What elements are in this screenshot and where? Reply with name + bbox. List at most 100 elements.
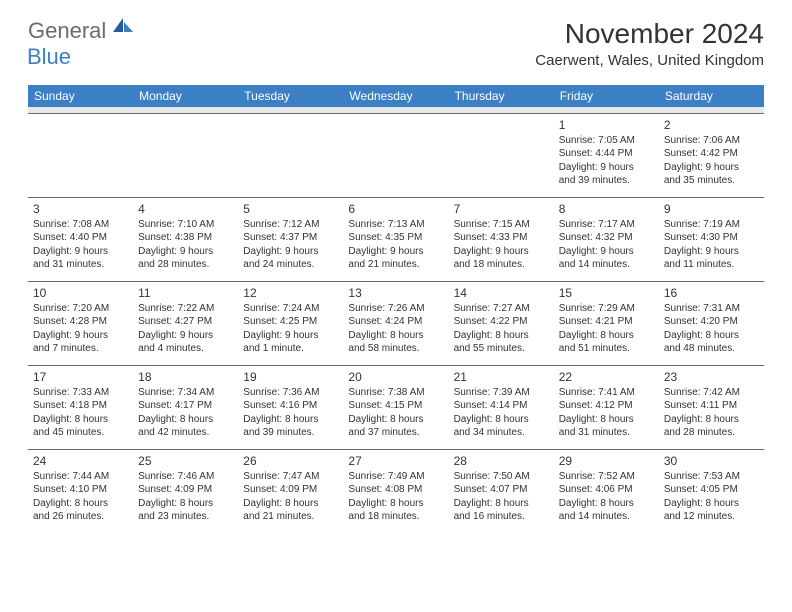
day-cell: 28Sunrise: 7:50 AMSunset: 4:07 PMDayligh… (449, 449, 554, 533)
daylight-text: and 21 minutes. (243, 510, 338, 524)
sunset-text: Sunset: 4:07 PM (454, 483, 549, 497)
week-row: 17Sunrise: 7:33 AMSunset: 4:18 PMDayligh… (28, 365, 764, 449)
sunrise-text: Sunrise: 7:46 AM (138, 470, 233, 484)
daylight-text: and 37 minutes. (348, 426, 443, 440)
day-number: 8 (559, 201, 654, 217)
sunrise-text: Sunrise: 7:42 AM (664, 386, 759, 400)
dow-thursday: Thursday (449, 85, 554, 107)
sunset-text: Sunset: 4:09 PM (243, 483, 338, 497)
daylight-text: Daylight: 8 hours (559, 329, 654, 343)
daylight-text: and 31 minutes. (33, 258, 128, 272)
sunrise-text: Sunrise: 7:15 AM (454, 218, 549, 232)
sunset-text: Sunset: 4:35 PM (348, 231, 443, 245)
week-row: 24Sunrise: 7:44 AMSunset: 4:10 PMDayligh… (28, 449, 764, 533)
day-cell: 1Sunrise: 7:05 AMSunset: 4:44 PMDaylight… (554, 113, 659, 197)
day-number: 17 (33, 369, 128, 385)
daylight-text: and 28 minutes. (664, 426, 759, 440)
daylight-text: and 23 minutes. (138, 510, 233, 524)
day-number: 11 (138, 285, 233, 301)
dow-sunday: Sunday (28, 85, 133, 107)
day-number: 20 (348, 369, 443, 385)
empty-cell (133, 113, 238, 197)
logo-blue-wrap: Blue (28, 44, 71, 70)
daylight-text: and 26 minutes. (33, 510, 128, 524)
sunset-text: Sunset: 4:37 PM (243, 231, 338, 245)
day-number: 29 (559, 453, 654, 469)
day-number: 22 (559, 369, 654, 385)
sunrise-text: Sunrise: 7:26 AM (348, 302, 443, 316)
daylight-text: Daylight: 9 hours (559, 245, 654, 259)
sunrise-text: Sunrise: 7:22 AM (138, 302, 233, 316)
daylight-text: Daylight: 8 hours (454, 497, 549, 511)
day-number: 14 (454, 285, 549, 301)
daylight-text: and 7 minutes. (33, 342, 128, 356)
day-number: 3 (33, 201, 128, 217)
daylight-text: and 14 minutes. (559, 258, 654, 272)
day-number: 7 (454, 201, 549, 217)
day-number: 24 (33, 453, 128, 469)
daylight-text: Daylight: 9 hours (243, 329, 338, 343)
sunrise-text: Sunrise: 7:49 AM (348, 470, 443, 484)
day-cell: 30Sunrise: 7:53 AMSunset: 4:05 PMDayligh… (659, 449, 764, 533)
day-number: 30 (664, 453, 759, 469)
day-cell: 4Sunrise: 7:10 AMSunset: 4:38 PMDaylight… (133, 197, 238, 281)
day-cell: 24Sunrise: 7:44 AMSunset: 4:10 PMDayligh… (28, 449, 133, 533)
sunset-text: Sunset: 4:32 PM (559, 231, 654, 245)
sunrise-text: Sunrise: 7:53 AM (664, 470, 759, 484)
day-number: 26 (243, 453, 338, 469)
daylight-text: Daylight: 9 hours (664, 161, 759, 175)
daylight-text: and 35 minutes. (664, 174, 759, 188)
week-row: 3Sunrise: 7:08 AMSunset: 4:40 PMDaylight… (28, 197, 764, 281)
daylight-text: Daylight: 8 hours (559, 497, 654, 511)
sunrise-text: Sunrise: 7:33 AM (33, 386, 128, 400)
dow-wednesday: Wednesday (343, 85, 448, 107)
day-number: 13 (348, 285, 443, 301)
daylight-text: and 1 minute. (243, 342, 338, 356)
day-cell: 29Sunrise: 7:52 AMSunset: 4:06 PMDayligh… (554, 449, 659, 533)
daylight-text: and 16 minutes. (454, 510, 549, 524)
day-number: 27 (348, 453, 443, 469)
empty-cell (449, 113, 554, 197)
sunrise-text: Sunrise: 7:34 AM (138, 386, 233, 400)
sunrise-text: Sunrise: 7:13 AM (348, 218, 443, 232)
daylight-text: and 12 minutes. (664, 510, 759, 524)
daylight-text: Daylight: 9 hours (138, 329, 233, 343)
day-cell: 17Sunrise: 7:33 AMSunset: 4:18 PMDayligh… (28, 365, 133, 449)
day-cell: 3Sunrise: 7:08 AMSunset: 4:40 PMDaylight… (28, 197, 133, 281)
sunrise-text: Sunrise: 7:12 AM (243, 218, 338, 232)
daylight-text: and 31 minutes. (559, 426, 654, 440)
day-cell: 2Sunrise: 7:06 AMSunset: 4:42 PMDaylight… (659, 113, 764, 197)
day-number: 18 (138, 369, 233, 385)
daylight-text: Daylight: 9 hours (664, 245, 759, 259)
day-number: 19 (243, 369, 338, 385)
daylight-text: and 28 minutes. (138, 258, 233, 272)
daylight-text: and 39 minutes. (559, 174, 654, 188)
daylight-text: and 42 minutes. (138, 426, 233, 440)
day-cell: 11Sunrise: 7:22 AMSunset: 4:27 PMDayligh… (133, 281, 238, 365)
sunrise-text: Sunrise: 7:05 AM (559, 134, 654, 148)
sunset-text: Sunset: 4:33 PM (454, 231, 549, 245)
daylight-text: Daylight: 8 hours (559, 413, 654, 427)
day-cell: 8Sunrise: 7:17 AMSunset: 4:32 PMDaylight… (554, 197, 659, 281)
sunrise-text: Sunrise: 7:24 AM (243, 302, 338, 316)
day-number: 23 (664, 369, 759, 385)
sunset-text: Sunset: 4:42 PM (664, 147, 759, 161)
day-number: 6 (348, 201, 443, 217)
day-cell: 9Sunrise: 7:19 AMSunset: 4:30 PMDaylight… (659, 197, 764, 281)
sunset-text: Sunset: 4:15 PM (348, 399, 443, 413)
day-cell: 20Sunrise: 7:38 AMSunset: 4:15 PMDayligh… (343, 365, 448, 449)
sunset-text: Sunset: 4:08 PM (348, 483, 443, 497)
month-title: November 2024 (535, 18, 764, 50)
day-number: 12 (243, 285, 338, 301)
daylight-text: Daylight: 9 hours (138, 245, 233, 259)
logo-text-blue: Blue (27, 44, 71, 69)
sunset-text: Sunset: 4:14 PM (454, 399, 549, 413)
daylight-text: and 4 minutes. (138, 342, 233, 356)
day-cell: 19Sunrise: 7:36 AMSunset: 4:16 PMDayligh… (238, 365, 343, 449)
day-cell: 6Sunrise: 7:13 AMSunset: 4:35 PMDaylight… (343, 197, 448, 281)
day-cell: 25Sunrise: 7:46 AMSunset: 4:09 PMDayligh… (133, 449, 238, 533)
day-number: 5 (243, 201, 338, 217)
daylight-text: and 11 minutes. (664, 258, 759, 272)
daylight-text: Daylight: 9 hours (33, 245, 128, 259)
empty-cell (238, 113, 343, 197)
